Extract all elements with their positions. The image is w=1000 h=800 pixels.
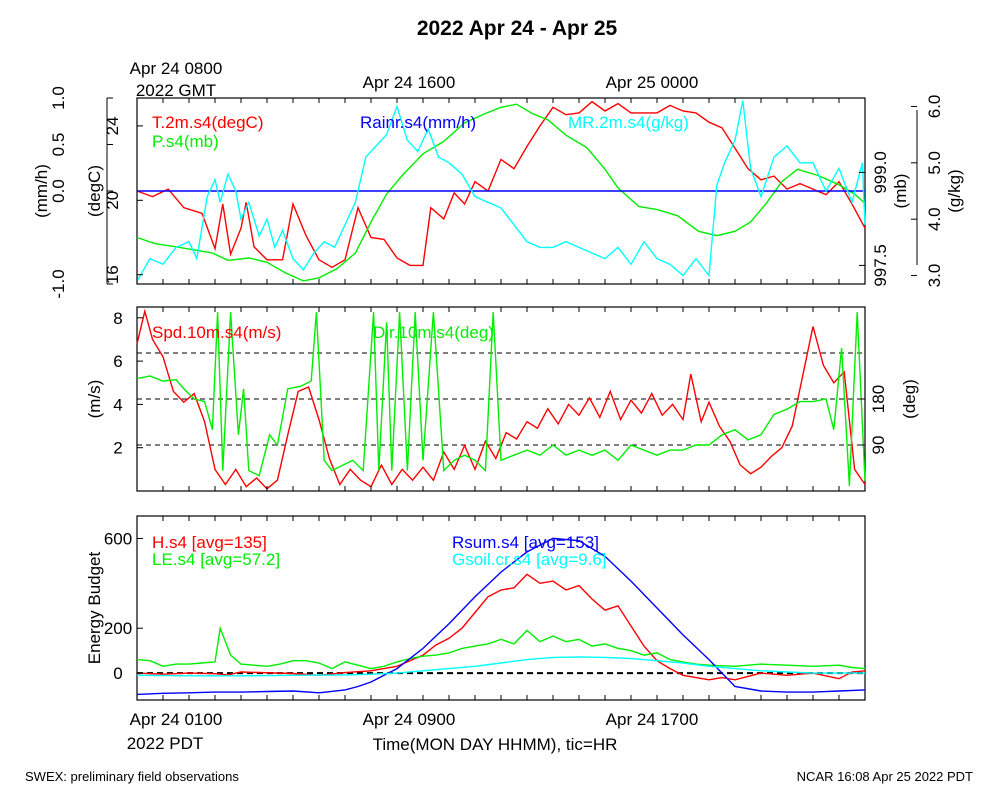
legend-speed: Spd.10m.s4(m/s) bbox=[152, 323, 281, 342]
speed-tick-label-2: 4 bbox=[113, 395, 122, 414]
temp-tick-label-0: 24 bbox=[103, 116, 122, 135]
energy-tick-label-2: 0 bbox=[113, 664, 122, 683]
wind-panel: 8 6 4 2 (m/s) 180 90 (deg) Spd.10m.s4(m/s) D… bbox=[85, 306, 919, 492]
top-tick-label-0: Apr 24 0800 bbox=[130, 59, 223, 78]
speed-tick-label-1: 6 bbox=[113, 352, 122, 371]
bottom-tick-label-2: Apr 24 1700 bbox=[606, 710, 699, 729]
thermo-panel: 1.0 0.5 0.0 -1.0 (mm/h) 24 20 16 (degC) 999.0… bbox=[32, 86, 964, 298]
series-group bbox=[136, 100, 866, 282]
temp-axis-ticks: 24 20 16 bbox=[103, 116, 143, 284]
footer-left: SWEX: preliminary field observations bbox=[25, 769, 239, 784]
top-tz-label: 2022 GMT bbox=[136, 81, 216, 100]
speed-axis-label: (m/s) bbox=[85, 380, 104, 419]
bottom-tick-label-0: Apr 24 0100 bbox=[130, 710, 223, 729]
speed-tick-label-3: 2 bbox=[113, 439, 122, 458]
mr-tick-label-2: 4.0 bbox=[925, 207, 944, 231]
pressure-tick-label-1: 997.5 bbox=[871, 244, 890, 287]
bottom-tick-label-1: Apr 24 0900 bbox=[363, 710, 456, 729]
direction-axis-label: (deg) bbox=[900, 379, 919, 419]
hour-ticks bbox=[136, 516, 866, 700]
rain-axis-ticks: 1.0 0.5 0.0 -1.0 bbox=[49, 86, 113, 299]
mr-tick-label-3: 3.0 bbox=[925, 264, 944, 288]
energy-axis-ticks: 600 200 0 bbox=[104, 529, 143, 683]
rain-tick-label-1: 0.5 bbox=[49, 133, 68, 157]
mr-tick-label-0: 6.0 bbox=[925, 95, 944, 119]
legend-rsum: Rsum.s4 [avg=153] bbox=[452, 533, 599, 552]
legend-mr: MR.2m.s4(g/kg) bbox=[568, 113, 689, 132]
legend-pressure: P.s4(mb) bbox=[152, 132, 219, 151]
mr-axis-ticks: 6.0 5.0 4.0 3.0 bbox=[911, 95, 944, 288]
chart-title: 2022 Apr 24 - Apr 25 bbox=[417, 17, 618, 40]
hour-ticks bbox=[136, 98, 866, 284]
mr-tick-label-1: 5.0 bbox=[925, 151, 944, 175]
hour-ticks bbox=[136, 307, 866, 491]
pressure-axis-ticks: 999.0 997.5 bbox=[859, 151, 890, 287]
top-tick-label-1: Apr 24 1600 bbox=[363, 73, 456, 92]
energy-tick-label-0: 600 bbox=[104, 529, 132, 548]
legend-temp: T.2m.s4(degC) bbox=[152, 113, 263, 132]
series-line-p-s4 bbox=[136, 103, 866, 282]
legend-direction: Dir.10m.s4(deg) bbox=[373, 323, 494, 342]
bottom-tz-label: 2022 PDT bbox=[127, 734, 204, 753]
series-line-gsoil-cr-s4 bbox=[136, 656, 865, 677]
rain-tick-label-2: 0.0 bbox=[49, 179, 68, 203]
top-tick-label-2: Apr 25 0000 bbox=[606, 73, 699, 92]
temp-tick-label-2: 16 bbox=[103, 265, 122, 284]
speed-axis-ticks: 8 6 4 2 bbox=[113, 309, 143, 458]
energy-tick-label-1: 200 bbox=[104, 619, 132, 638]
pressure-tick-label-0: 999.0 bbox=[871, 151, 890, 194]
rain-axis-label: (mm/h) bbox=[32, 164, 51, 218]
series-line-dir-10m-s4 bbox=[136, 312, 866, 486]
temp-tick-label-1: 20 bbox=[103, 191, 122, 210]
direction-axis-ticks: 180 90 bbox=[859, 385, 888, 455]
footer-right: NCAR 16:08 Apr 25 2022 PDT bbox=[797, 769, 973, 784]
pressure-axis-label: (mb) bbox=[891, 174, 910, 209]
energy-panel: 600 200 0 Energy Budget H.s4 [avg=135] LE.… bbox=[85, 515, 866, 701]
legend-rain: Rainr.s4(mm/h) bbox=[360, 113, 476, 132]
x-axis-label: Time(MON DAY HHMM), tic=HR bbox=[373, 735, 618, 754]
series-line-spd-10m-s4 bbox=[136, 308, 866, 490]
temp-axis-label: (degC) bbox=[85, 165, 104, 217]
rain-tick-label-3: -1.0 bbox=[49, 269, 68, 298]
series-line-mr-2m-s4 bbox=[136, 100, 866, 282]
series-group bbox=[136, 308, 866, 490]
direction-tick-label-1: 90 bbox=[869, 436, 888, 455]
legend-gsoil: Gsoil.cr.s4 [avg=9.6] bbox=[452, 550, 607, 569]
mr-axis-label: (g/kg) bbox=[945, 169, 964, 212]
legend-h: H.s4 [avg=135] bbox=[152, 533, 267, 552]
rain-tick-label-0: 1.0 bbox=[49, 86, 68, 110]
series-group bbox=[136, 537, 866, 696]
legend-le: LE.s4 [avg=57.2] bbox=[152, 550, 280, 569]
speed-tick-label-0: 8 bbox=[113, 309, 122, 328]
direction-tick-label-0: 180 bbox=[869, 385, 888, 413]
series-line-le-s4 bbox=[136, 625, 866, 670]
series-line-rsum-s4 bbox=[136, 537, 866, 696]
energy-axis-label: Energy Budget bbox=[85, 551, 104, 664]
